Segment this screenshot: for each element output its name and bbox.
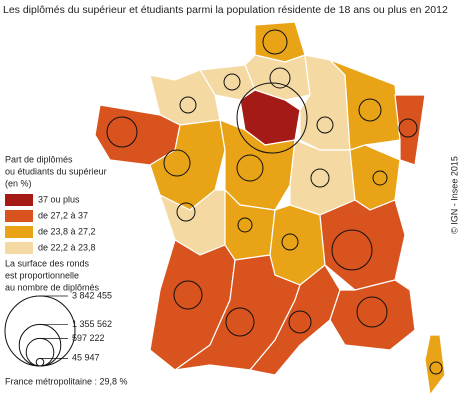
legend-title: ou étudiants du supérieur [5,166,107,176]
size-circle [223,73,241,91]
legend-size-title: est proportionnelle [5,270,79,280]
legend-title: Part de diplômés [5,154,73,164]
size-circle [179,96,197,114]
size-circle [173,280,203,310]
size-circle [331,229,373,271]
size-circle [262,29,288,55]
size-circle [398,118,418,138]
region [319,199,406,291]
circles [106,29,443,375]
size-circle [176,202,196,222]
legend-label: 37 ou plus [38,194,80,204]
size-circle [310,168,330,188]
size-circle [429,361,443,375]
region [329,279,416,351]
legend-title: (en %) [5,178,32,188]
size-circle [281,233,299,251]
legend-size-title: au nombre de diplômés [5,282,100,292]
legend-size-circle [4,295,76,367]
legend-label: de 27,2 à 37 [38,210,88,220]
legend-swatch [5,194,33,206]
legend-size-label: 3 842 455 [72,290,112,300]
legend-label: de 22,2 à 23,8 [38,242,96,252]
region [219,119,296,211]
region [349,144,401,211]
legend-label: de 23,8 à 27,2 [38,226,96,236]
legend-size-title: La surface des ronds [5,258,90,268]
legend-swatch [5,226,33,238]
legend-size-circle [18,323,62,367]
region [394,94,426,166]
size-circle [358,98,382,122]
size-circle [316,116,334,134]
size-circle [288,310,312,334]
legend-size-circle [35,357,45,367]
size-circle [163,149,191,177]
size-circle [236,154,264,182]
legend-size-circle [25,337,55,367]
region [424,334,446,397]
size-circle [236,82,308,154]
size-circle [225,307,255,337]
legend-size-label: 597 222 [72,333,105,343]
legend-swatch [5,242,33,254]
size-circle [237,217,253,233]
map-title: Les diplômés du supérieur et étudiants p… [3,4,448,16]
size-circle [106,116,138,148]
credit: © IGN - Insee 2015 [449,156,459,234]
region [248,264,341,376]
total-label: France métropolitaine : 29,8 % [5,376,128,386]
size-circle [372,170,388,186]
size-circle [269,67,291,89]
size-circle [356,296,388,328]
legend-size-label: 45 947 [72,353,100,363]
legend-size-label: 1 355 562 [72,319,112,329]
legend-swatch [5,210,33,222]
